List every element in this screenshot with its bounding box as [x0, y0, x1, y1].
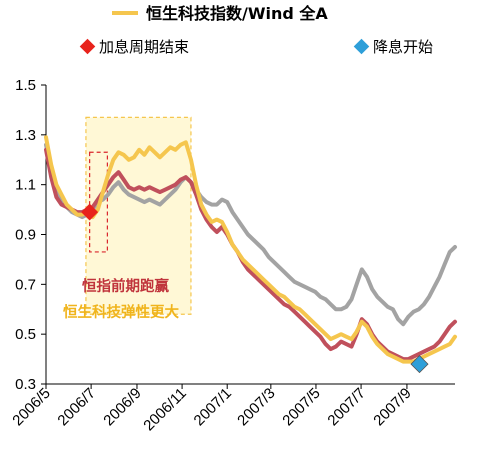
- red-diamond-icon: [81, 203, 99, 221]
- legend-rate-cut-start-label: 降息开始: [373, 38, 433, 56]
- legend-series-label: 恒生科技指数/Wind 全A: [146, 4, 328, 23]
- y-tick-label: 0.9: [15, 227, 36, 244]
- y-tick-label: 0.3: [15, 376, 36, 393]
- y-tick-label: 1.1: [15, 177, 36, 194]
- hsi-outperform-region: [89, 151, 108, 253]
- x-tick-label: 2006/11: [140, 385, 190, 435]
- series-line-gray: [44, 142, 457, 327]
- x-tick-label: 2007/7: [324, 385, 368, 429]
- x-tick-label: 2007/9: [370, 385, 414, 429]
- x-tick-label: 2006/7: [54, 385, 98, 429]
- red-diamond-icon: [79, 38, 96, 55]
- annotations: 恒指前期跑赢 恒生科技弹性更大: [63, 277, 179, 321]
- legend-rate-hike-end-label: 加息周期结束: [99, 38, 189, 56]
- y-tick-label: 0.5: [15, 326, 36, 343]
- y-tick-label: 1.5: [15, 77, 36, 94]
- x-tick-label: 2006/9: [100, 385, 144, 429]
- annotation-hstech-elasticity: 恒生科技弹性更大: [63, 303, 179, 321]
- annotation-hsi-outperform: 恒指前期跑赢: [82, 277, 169, 295]
- legend: 恒生科技指数/Wind 全A 加息周期结束 降息开始: [79, 4, 433, 56]
- series-line-hstech-ratio: [44, 135, 457, 364]
- y-tick-label: 0.7: [15, 276, 36, 293]
- x-tick-label: 2007/1: [191, 385, 235, 429]
- x-tick-label: 2007/3: [234, 385, 278, 429]
- blue-diamond-icon: [353, 38, 370, 55]
- blue-diamond-icon: [410, 355, 429, 374]
- x-tick-label: 2007/5: [279, 385, 323, 429]
- series-lines: [44, 135, 457, 364]
- event-markers: [81, 203, 429, 374]
- y-tick-label: 1.3: [15, 127, 36, 144]
